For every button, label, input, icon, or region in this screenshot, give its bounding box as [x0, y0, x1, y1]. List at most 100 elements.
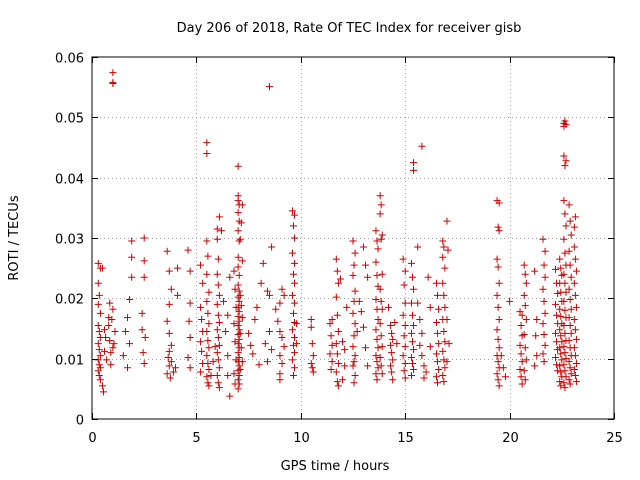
data-point [520, 331, 528, 339]
data-point [533, 352, 541, 360]
data-point [351, 287, 359, 295]
data-point [439, 347, 447, 355]
x-tick-label: 5 [192, 431, 200, 446]
data-point [98, 264, 106, 272]
data-point [237, 344, 245, 352]
data-point [520, 261, 528, 269]
data-point [518, 380, 526, 388]
data-point [565, 314, 573, 322]
data-point [213, 326, 221, 334]
data-point [364, 273, 372, 281]
data-point [349, 362, 357, 370]
data-point [532, 332, 540, 340]
data-point [280, 343, 288, 351]
data-point [184, 353, 192, 361]
data-point [95, 328, 103, 336]
data-point [289, 270, 297, 278]
data-point [213, 372, 221, 380]
data-point [139, 349, 147, 357]
data-point [341, 346, 349, 354]
data-point [495, 199, 503, 207]
data-point [567, 370, 575, 378]
data-point [186, 364, 194, 372]
data-point [186, 267, 194, 275]
data-point [249, 350, 257, 358]
data-point [308, 364, 316, 372]
data-point [399, 352, 407, 360]
data-point [495, 227, 503, 235]
data-point [349, 237, 357, 245]
data-point [235, 335, 243, 343]
data-point [494, 223, 502, 231]
data-point [226, 392, 234, 400]
data-point [94, 367, 102, 375]
y-tick-label: 0.03 [55, 233, 84, 248]
data-point [164, 353, 172, 361]
data-point [238, 314, 246, 322]
data-point [214, 356, 222, 364]
data-point [522, 279, 530, 287]
data-point [414, 299, 422, 307]
axis-ticks [92, 57, 615, 420]
data-point [506, 297, 514, 305]
data-point [554, 367, 562, 375]
data-point [378, 270, 386, 278]
data-point [561, 306, 569, 314]
data-point [571, 291, 579, 299]
data-point [307, 359, 315, 367]
data-point [288, 207, 296, 215]
data-point [355, 297, 363, 305]
data-point [376, 210, 384, 218]
data-point [560, 235, 568, 243]
data-point [378, 370, 386, 378]
data-point [434, 379, 442, 387]
data-point [163, 370, 171, 378]
data-point [110, 340, 118, 348]
data-point [328, 358, 336, 366]
data-point [556, 255, 564, 263]
data-point [334, 279, 342, 287]
data-point [407, 299, 415, 307]
data-point [435, 305, 443, 313]
data-point [440, 356, 448, 364]
data-point [435, 340, 443, 348]
data-point [399, 311, 407, 319]
data-point [205, 366, 213, 374]
data-point [520, 367, 528, 375]
data-point [128, 273, 136, 281]
data-point [433, 318, 441, 326]
data-point [426, 303, 434, 311]
data-point [561, 367, 569, 375]
data-point [213, 300, 221, 308]
data-point [276, 299, 284, 307]
data-point [565, 285, 573, 293]
data-point [376, 353, 384, 361]
data-point [213, 225, 221, 233]
data-point [374, 364, 382, 372]
data-point [372, 352, 380, 360]
data-point [351, 352, 359, 360]
data-point [126, 340, 134, 348]
data-point [111, 328, 119, 336]
data-point [372, 370, 380, 378]
data-point [416, 341, 424, 349]
data-point [376, 320, 384, 328]
data-point [439, 279, 447, 287]
data-point [562, 121, 570, 129]
data-point [378, 305, 386, 313]
data-point [174, 264, 182, 272]
data-point [443, 315, 451, 323]
data-point [433, 350, 441, 358]
data-point [572, 378, 580, 386]
data-point [291, 364, 299, 372]
data-point [494, 376, 502, 384]
data-point [94, 321, 102, 329]
data-point [389, 335, 397, 343]
data-point [217, 227, 225, 235]
data-point [276, 352, 284, 360]
y-tick-label: 0.05 [55, 112, 84, 127]
chart-title: Day 206 of 2018, Rate Of TEC Index for r… [177, 21, 522, 36]
data-point [332, 368, 340, 376]
data-point [494, 303, 502, 311]
data-point [377, 201, 385, 209]
